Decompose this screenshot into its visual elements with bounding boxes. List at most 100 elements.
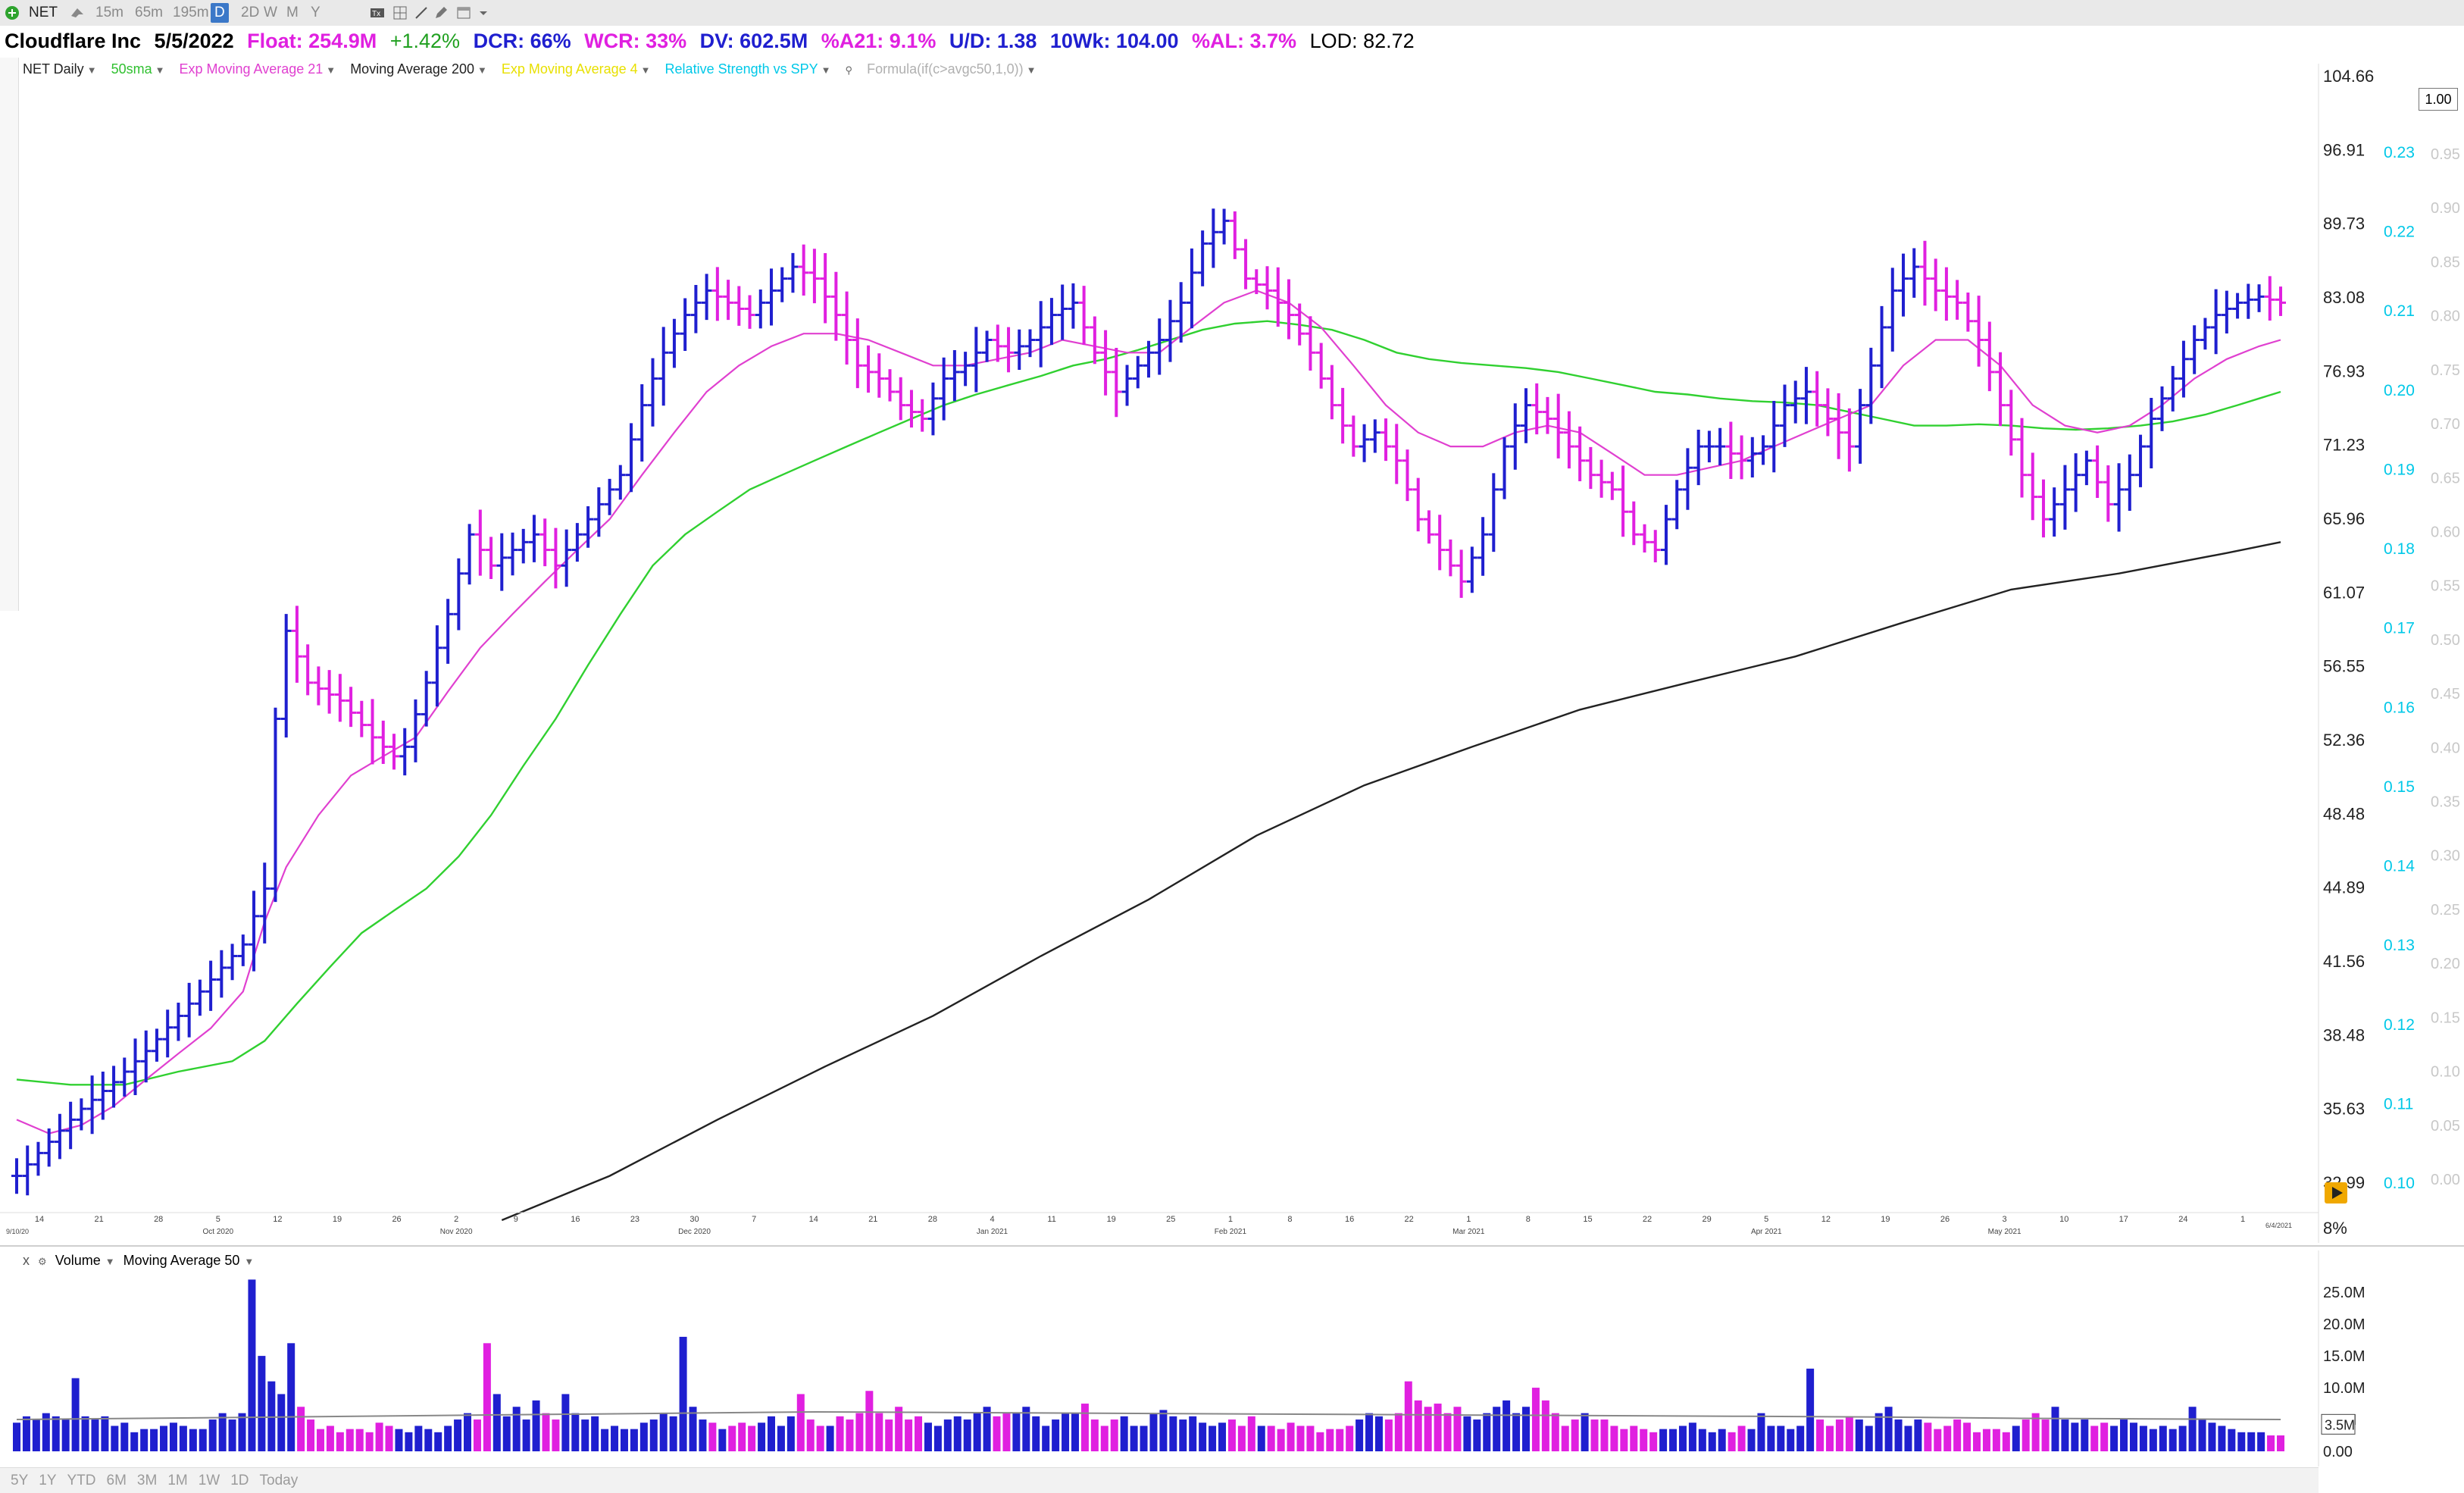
volume-ma-label[interactable]: Moving Average 50 — [123, 1253, 240, 1268]
chevron-down-icon[interactable]: ▼ — [155, 64, 165, 76]
timeframe-today[interactable]: Today — [259, 1473, 299, 1488]
price-bar — [1779, 384, 1790, 447]
price-bar — [54, 1113, 65, 1160]
date-tick-label: 24 — [2178, 1215, 2187, 1224]
price-bar — [280, 614, 292, 738]
date-tick-label: 17 — [2119, 1215, 2128, 1224]
interval-65m[interactable]: 65m — [135, 5, 163, 20]
timeframe-1m[interactable]: 1M — [167, 1473, 188, 1488]
chevron-down-icon[interactable]: ▼ — [86, 64, 97, 76]
interval-15m[interactable]: 15m — [95, 5, 124, 20]
end-date-label: 6/4/2021 — [2265, 1222, 2292, 1229]
volume-bar — [1080, 1404, 1089, 1451]
price-bar — [2081, 450, 2092, 486]
price-bar — [626, 423, 637, 493]
timeframe-1d[interactable]: 1D — [230, 1473, 249, 1488]
symbol-selector[interactable]: NET — [29, 5, 58, 20]
price-bar — [1014, 329, 1025, 370]
chevron-down-icon[interactable]: ▼ — [477, 64, 487, 76]
bird-icon[interactable] — [70, 5, 85, 20]
chevron-down-icon[interactable]: ▼ — [1026, 64, 1037, 76]
timeframe-ytd[interactable]: YTD — [67, 1473, 96, 1488]
legend-ema4[interactable]: Exp Moving Average 4 — [501, 61, 638, 77]
interval-195m[interactable]: 195m — [173, 5, 209, 20]
price-bar — [1606, 471, 1618, 500]
price-bar — [1930, 258, 1941, 311]
volume-bar — [1434, 1404, 1442, 1451]
chevron-down-icon[interactable]: ▼ — [326, 64, 336, 76]
price-axis-group: 104.66 96.91 89.73 83.08 76.93 71.23 65.96 61.0… — [2318, 64, 2460, 1243]
rs-tick-label: 0.22 — [2384, 224, 2415, 241]
volume-bar — [1237, 1426, 1246, 1451]
date-tick-label: 26 — [1940, 1215, 1950, 1224]
price-bar — [1391, 424, 1402, 484]
layout-icon[interactable] — [456, 5, 471, 20]
timeframe-6m[interactable]: 6M — [106, 1473, 127, 1488]
settings-dropdown-icon[interactable] — [476, 5, 491, 20]
price-bar — [2027, 452, 2038, 521]
price-bar — [1272, 267, 1284, 327]
timeframe-5y[interactable]: 5Y — [11, 1473, 29, 1488]
volume-bar — [1022, 1407, 1030, 1451]
timeframe-3m[interactable]: 3M — [136, 1473, 158, 1488]
price-bar — [744, 295, 755, 329]
legend-formula[interactable]: Formula(if(c>avgc50,1,0)) — [867, 61, 1024, 77]
price-bar — [2232, 293, 2244, 319]
volume-bar — [1600, 1419, 1609, 1451]
chevron-down-icon[interactable]: ▼ — [244, 1256, 255, 1267]
date-tick-label: 3 — [2003, 1215, 2007, 1224]
close-icon[interactable]: x — [23, 1253, 30, 1268]
volume-bar — [2228, 1429, 2236, 1451]
price-bar — [550, 527, 561, 589]
zoom-level[interactable]: 1.00 — [2419, 88, 2458, 111]
price-tick-label: 44.89 — [2323, 878, 2365, 897]
volume-label[interactable]: Volume — [55, 1253, 101, 1268]
gear-icon[interactable]: ⚙ — [38, 1256, 47, 1267]
price-tick-label: 48.48 — [2323, 804, 2365, 823]
chevron-down-icon[interactable]: ▼ — [821, 64, 831, 76]
chevron-down-icon[interactable]: ▼ — [640, 64, 651, 76]
timeframe-1y[interactable]: 1Y — [39, 1473, 57, 1488]
volume-bar — [522, 1419, 530, 1451]
volume-bar — [1140, 1426, 1148, 1451]
volume-bar — [1218, 1423, 1227, 1451]
legend-symbol[interactable]: NET Daily — [23, 61, 84, 77]
legend-ema21[interactable]: Exp Moving Average 21 — [179, 61, 324, 77]
legend-ma200[interactable]: Moving Average 200 — [350, 61, 474, 77]
price-bar — [119, 1057, 130, 1097]
volume-bar — [1424, 1407, 1432, 1451]
legend-sma50[interactable]: 50sma — [111, 61, 152, 77]
volume-bar — [875, 1413, 883, 1451]
timeframe-1w[interactable]: 1W — [198, 1473, 220, 1488]
volume-bar — [492, 1394, 501, 1451]
grid-icon[interactable] — [392, 5, 408, 20]
price-tick-label: 56.55 — [2323, 657, 2365, 676]
volume-bar — [1943, 1426, 1952, 1451]
interval-y[interactable]: Y — [311, 5, 321, 20]
volume-bar — [1816, 1419, 1825, 1451]
date-tick-label: 16 — [571, 1215, 580, 1224]
volume-bar — [699, 1419, 707, 1451]
formula-tick-label: 0.05 — [2431, 1118, 2460, 1135]
add-symbol-icon[interactable] — [5, 5, 20, 20]
interval-2d[interactable]: 2D — [241, 5, 260, 20]
interval-d[interactable]: D — [211, 3, 229, 23]
formula-icon[interactable]: ⚲ — [845, 64, 853, 76]
price-bar — [410, 699, 421, 762]
price-tick-label: 65.96 — [2323, 509, 2365, 528]
chevron-down-icon[interactable]: ▼ — [105, 1256, 115, 1267]
price-bar — [701, 274, 712, 321]
volume-bar — [953, 1416, 962, 1451]
legend-rs[interactable]: Relative Strength vs SPY — [664, 61, 818, 77]
interval-m[interactable]: M — [286, 5, 299, 20]
side-panel-tabs[interactable] — [0, 58, 19, 611]
date-tick-label: 11 — [1047, 1215, 1055, 1224]
chart-type-icon[interactable]: Tx — [370, 5, 385, 20]
interval-w[interactable]: W — [264, 5, 277, 20]
volume-bar — [336, 1432, 344, 1451]
draw-line-icon[interactable] — [414, 5, 429, 20]
volume-bar — [1698, 1429, 1706, 1451]
pencil-icon[interactable] — [433, 5, 449, 20]
date-tick-label: 8 — [1287, 1215, 1292, 1224]
